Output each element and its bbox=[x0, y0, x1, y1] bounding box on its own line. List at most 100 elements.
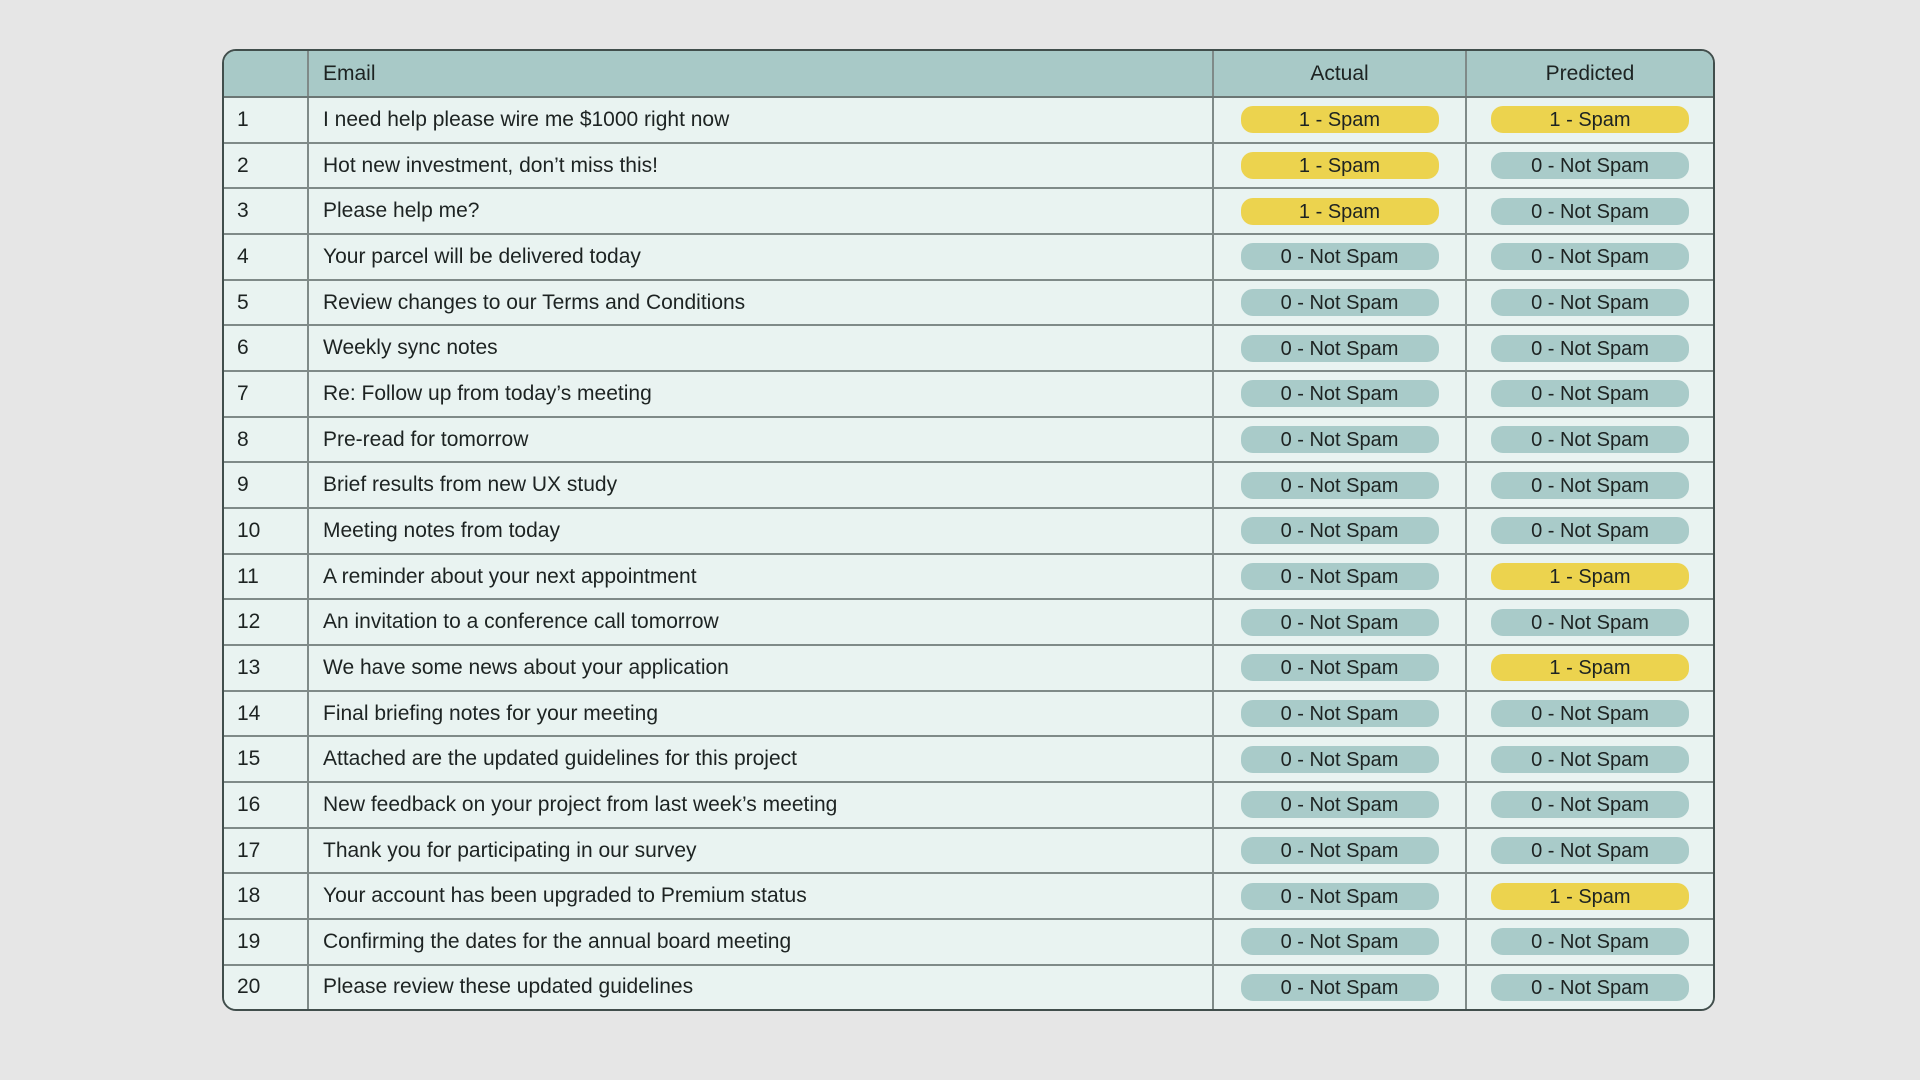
email-subject: Thank you for participating in our surve… bbox=[308, 827, 1214, 875]
email-subject: Re: Follow up from today’s meeting bbox=[308, 371, 1214, 418]
actual-cell: 0 - Not Spam bbox=[1213, 919, 1467, 966]
actual-cell: 1 - Spam bbox=[1213, 188, 1467, 236]
predicted-badge: 1 - Spam bbox=[1491, 882, 1689, 910]
actual-cell: 0 - Not Spam bbox=[1213, 964, 1467, 1009]
actual-badge: 0 - Not Spam bbox=[1240, 791, 1439, 819]
actual-cell: 0 - Not Spam bbox=[1213, 553, 1467, 601]
actual-cell: 0 - Not Spam bbox=[1213, 645, 1467, 692]
actual-badge: 0 - Not Spam bbox=[1240, 882, 1439, 910]
row-number: 14 bbox=[224, 690, 309, 738]
table-row: 15 Attached are the updated guidelines f… bbox=[224, 736, 1713, 784]
row-number: 9 bbox=[224, 462, 309, 510]
predicted-cell: 0 - Not Spam bbox=[1466, 371, 1713, 418]
actual-cell: 0 - Not Spam bbox=[1213, 827, 1467, 875]
email-subject: Weekly sync notes bbox=[308, 325, 1214, 373]
row-number: 19 bbox=[224, 919, 309, 966]
table-row: 18 Your account has been upgraded to Pre… bbox=[224, 873, 1713, 921]
actual-badge: 0 - Not Spam bbox=[1240, 426, 1439, 454]
actual-cell: 0 - Not Spam bbox=[1213, 325, 1467, 373]
row-number: 17 bbox=[224, 827, 309, 875]
predicted-cell: 1 - Spam bbox=[1466, 873, 1713, 921]
predicted-cell: 0 - Not Spam bbox=[1466, 919, 1713, 966]
row-number: 4 bbox=[224, 234, 309, 281]
actual-badge: 1 - Spam bbox=[1240, 106, 1439, 134]
spam-classification-table: Email Actual Predicted 1 I need help ple… bbox=[224, 51, 1713, 1009]
table-header: Email Actual Predicted bbox=[224, 51, 1713, 98]
email-subject: Confirming the dates for the annual boar… bbox=[308, 919, 1214, 966]
predicted-cell: 0 - Not Spam bbox=[1466, 325, 1713, 373]
predicted-cell: 0 - Not Spam bbox=[1466, 279, 1713, 327]
actual-badge: 0 - Not Spam bbox=[1240, 654, 1439, 682]
predicted-cell: 1 - Spam bbox=[1466, 645, 1713, 692]
actual-cell: 0 - Not Spam bbox=[1213, 873, 1467, 921]
predicted-cell: 0 - Not Spam bbox=[1466, 782, 1713, 829]
predicted-badge: 1 - Spam bbox=[1491, 106, 1689, 134]
actual-badge: 0 - Not Spam bbox=[1240, 243, 1439, 271]
row-number: 11 bbox=[224, 553, 309, 601]
actual-badge: 0 - Not Spam bbox=[1240, 334, 1439, 362]
actual-badge: 1 - Spam bbox=[1240, 197, 1439, 225]
table-row: 3 Please help me? 1 - Spam 0 - Not Spam bbox=[224, 188, 1713, 236]
actual-badge: 0 - Not Spam bbox=[1240, 471, 1439, 499]
predicted-cell: 1 - Spam bbox=[1466, 97, 1713, 144]
actual-cell: 0 - Not Spam bbox=[1213, 462, 1467, 510]
email-subject: Hot new investment, don’t miss this! bbox=[308, 142, 1214, 190]
header-predicted: Predicted bbox=[1466, 51, 1713, 98]
predicted-badge: 0 - Not Spam bbox=[1491, 426, 1689, 454]
table-row: 20 Please review these updated guideline… bbox=[224, 964, 1713, 1009]
email-subject: Review changes to our Terms and Conditio… bbox=[308, 279, 1214, 327]
table-row: 12 An invitation to a conference call to… bbox=[224, 599, 1713, 647]
row-number: 15 bbox=[224, 736, 309, 784]
actual-cell: 1 - Spam bbox=[1213, 97, 1467, 144]
email-subject: New feedback on your project from last w… bbox=[308, 782, 1214, 829]
table-row: 19 Confirming the dates for the annual b… bbox=[224, 919, 1713, 966]
predicted-badge: 0 - Not Spam bbox=[1491, 928, 1689, 956]
predicted-badge: 0 - Not Spam bbox=[1491, 973, 1689, 1001]
row-number: 1 bbox=[224, 97, 309, 144]
table-row: 5 Review changes to our Terms and Condit… bbox=[224, 279, 1713, 327]
actual-cell: 0 - Not Spam bbox=[1213, 416, 1467, 464]
email-subject: Meeting notes from today bbox=[308, 508, 1214, 555]
actual-cell: 0 - Not Spam bbox=[1213, 599, 1467, 647]
classification-table-card: Email Actual Predicted 1 I need help ple… bbox=[222, 49, 1715, 1011]
actual-cell: 0 - Not Spam bbox=[1213, 371, 1467, 418]
predicted-cell: 0 - Not Spam bbox=[1466, 827, 1713, 875]
email-subject: I need help please wire me $1000 right n… bbox=[308, 97, 1214, 144]
actual-cell: 1 - Spam bbox=[1213, 142, 1467, 190]
actual-cell: 0 - Not Spam bbox=[1213, 279, 1467, 327]
email-subject: Your parcel will be delivered today bbox=[308, 234, 1214, 281]
actual-badge: 0 - Not Spam bbox=[1240, 973, 1439, 1001]
actual-cell: 0 - Not Spam bbox=[1213, 736, 1467, 784]
actual-badge: 0 - Not Spam bbox=[1240, 928, 1439, 956]
predicted-badge: 0 - Not Spam bbox=[1491, 471, 1689, 499]
predicted-cell: 0 - Not Spam bbox=[1466, 508, 1713, 555]
predicted-badge: 0 - Not Spam bbox=[1491, 837, 1689, 865]
table-row: 17 Thank you for participating in our su… bbox=[224, 827, 1713, 875]
predicted-cell: 0 - Not Spam bbox=[1466, 599, 1713, 647]
predicted-badge: 0 - Not Spam bbox=[1491, 243, 1689, 271]
predicted-badge: 0 - Not Spam bbox=[1491, 791, 1689, 819]
table-row: 13 We have some news about your applicat… bbox=[224, 645, 1713, 692]
row-number: 16 bbox=[224, 782, 309, 829]
row-number: 8 bbox=[224, 416, 309, 464]
table-row: 8 Pre-read for tomorrow 0 - Not Spam 0 -… bbox=[224, 416, 1713, 464]
actual-badge: 0 - Not Spam bbox=[1240, 517, 1439, 545]
predicted-cell: 0 - Not Spam bbox=[1466, 234, 1713, 281]
row-number: 10 bbox=[224, 508, 309, 555]
table-body: 1 I need help please wire me $1000 right… bbox=[224, 97, 1713, 1009]
email-subject: Please help me? bbox=[308, 188, 1214, 236]
predicted-badge: 0 - Not Spam bbox=[1491, 745, 1689, 773]
row-number: 3 bbox=[224, 188, 309, 236]
predicted-cell: 1 - Spam bbox=[1466, 553, 1713, 601]
predicted-badge: 0 - Not Spam bbox=[1491, 700, 1689, 728]
actual-badge: 0 - Not Spam bbox=[1240, 837, 1439, 865]
table-row: 1 I need help please wire me $1000 right… bbox=[224, 97, 1713, 144]
predicted-badge: 1 - Spam bbox=[1491, 654, 1689, 682]
predicted-cell: 0 - Not Spam bbox=[1466, 964, 1713, 1009]
actual-badge: 0 - Not Spam bbox=[1240, 563, 1439, 591]
row-number: 20 bbox=[224, 964, 309, 1009]
table-row: 6 Weekly sync notes 0 - Not Spam 0 - Not… bbox=[224, 325, 1713, 373]
predicted-badge: 0 - Not Spam bbox=[1491, 608, 1689, 636]
actual-cell: 0 - Not Spam bbox=[1213, 234, 1467, 281]
predicted-cell: 0 - Not Spam bbox=[1466, 416, 1713, 464]
